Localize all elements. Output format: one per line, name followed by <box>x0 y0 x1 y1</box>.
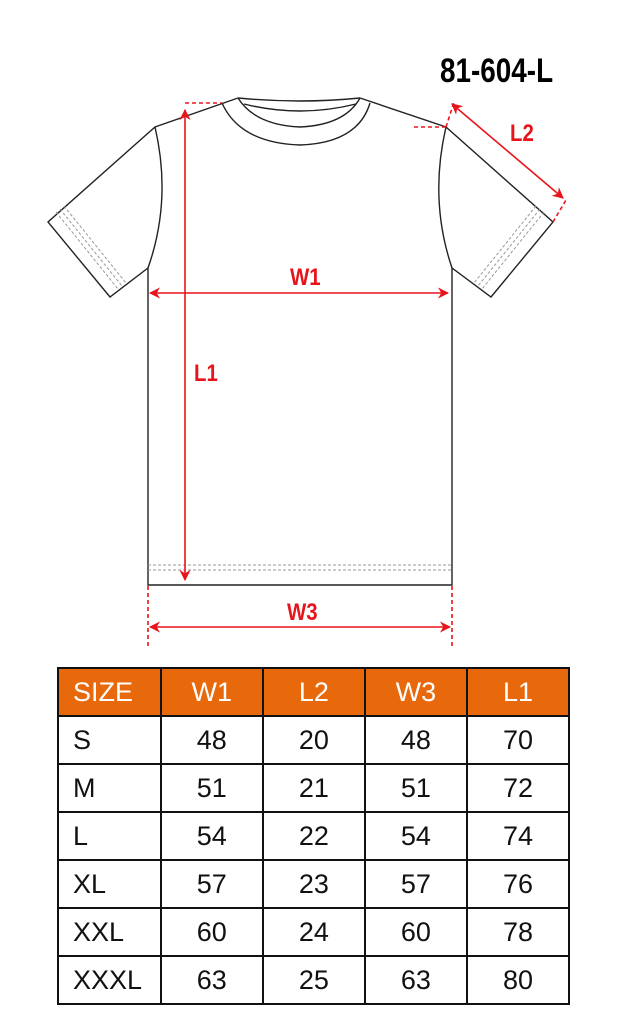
header-w1: W1 <box>159 667 264 717</box>
header-l1: L1 <box>465 667 571 717</box>
measure-cell: 51 <box>363 763 468 813</box>
l2-arrow <box>451 103 564 199</box>
measure-cell: 54 <box>363 811 468 861</box>
measure-cell: 22 <box>261 811 366 861</box>
measure-cell: 57 <box>363 859 468 909</box>
table-row: XXXL 63 25 63 80 <box>57 955 571 1005</box>
product-code: 81-604-L <box>440 52 554 90</box>
measure-cell: 76 <box>465 859 571 909</box>
l1-label: L1 <box>194 360 218 387</box>
header-size: SIZE <box>57 667 162 717</box>
size-cell: M <box>57 763 162 813</box>
size-cell: XL <box>57 859 162 909</box>
w3-label: W3 <box>287 599 318 626</box>
table-row: M 51 21 51 72 <box>57 763 571 813</box>
measure-cell: 23 <box>261 859 366 909</box>
stitching <box>55 205 545 571</box>
header-w3: W3 <box>363 667 468 717</box>
measure-cell: 72 <box>465 763 571 813</box>
header-l2: L2 <box>261 667 366 717</box>
w1-label: W1 <box>290 264 321 291</box>
measure-cell: 48 <box>159 715 264 765</box>
measure-cell: 24 <box>261 907 366 957</box>
size-cell: L <box>57 811 162 861</box>
size-cell: XXL <box>57 907 162 957</box>
measure-cell: 48 <box>363 715 468 765</box>
size-table: SIZE W1 L2 W3 L1 S 48 20 48 70 M 51 21 51 72 L 54 22… <box>57 667 571 1005</box>
measure-cell: 25 <box>261 955 366 1005</box>
table-row: XXL 60 24 60 78 <box>57 907 571 957</box>
measure-cell: 54 <box>159 811 264 861</box>
table-row: S 48 20 48 70 <box>57 715 571 765</box>
measure-cell: 78 <box>465 907 571 957</box>
l2-label: L2 <box>510 120 534 147</box>
measure-cell: 63 <box>159 955 264 1005</box>
measure-cell: 70 <box>465 715 571 765</box>
table-row: L 54 22 54 74 <box>57 811 571 861</box>
measure-lines <box>147 101 567 648</box>
size-cell: S <box>57 715 162 765</box>
table-header-row: SIZE W1 L2 W3 L1 <box>57 667 571 717</box>
measure-cell: 80 <box>465 955 571 1005</box>
measure-cell: 21 <box>261 763 366 813</box>
measure-cell: 20 <box>261 715 366 765</box>
table-row: XL 57 23 57 76 <box>57 859 571 909</box>
measure-cell: 51 <box>159 763 264 813</box>
size-cell: XXXL <box>57 955 162 1005</box>
measure-cell: 60 <box>363 907 468 957</box>
measure-cell: 60 <box>159 907 264 957</box>
measure-cell: 74 <box>465 811 571 861</box>
tshirt-outline <box>47 97 554 586</box>
measure-cell: 63 <box>363 955 468 1005</box>
measure-cell: 57 <box>159 859 264 909</box>
